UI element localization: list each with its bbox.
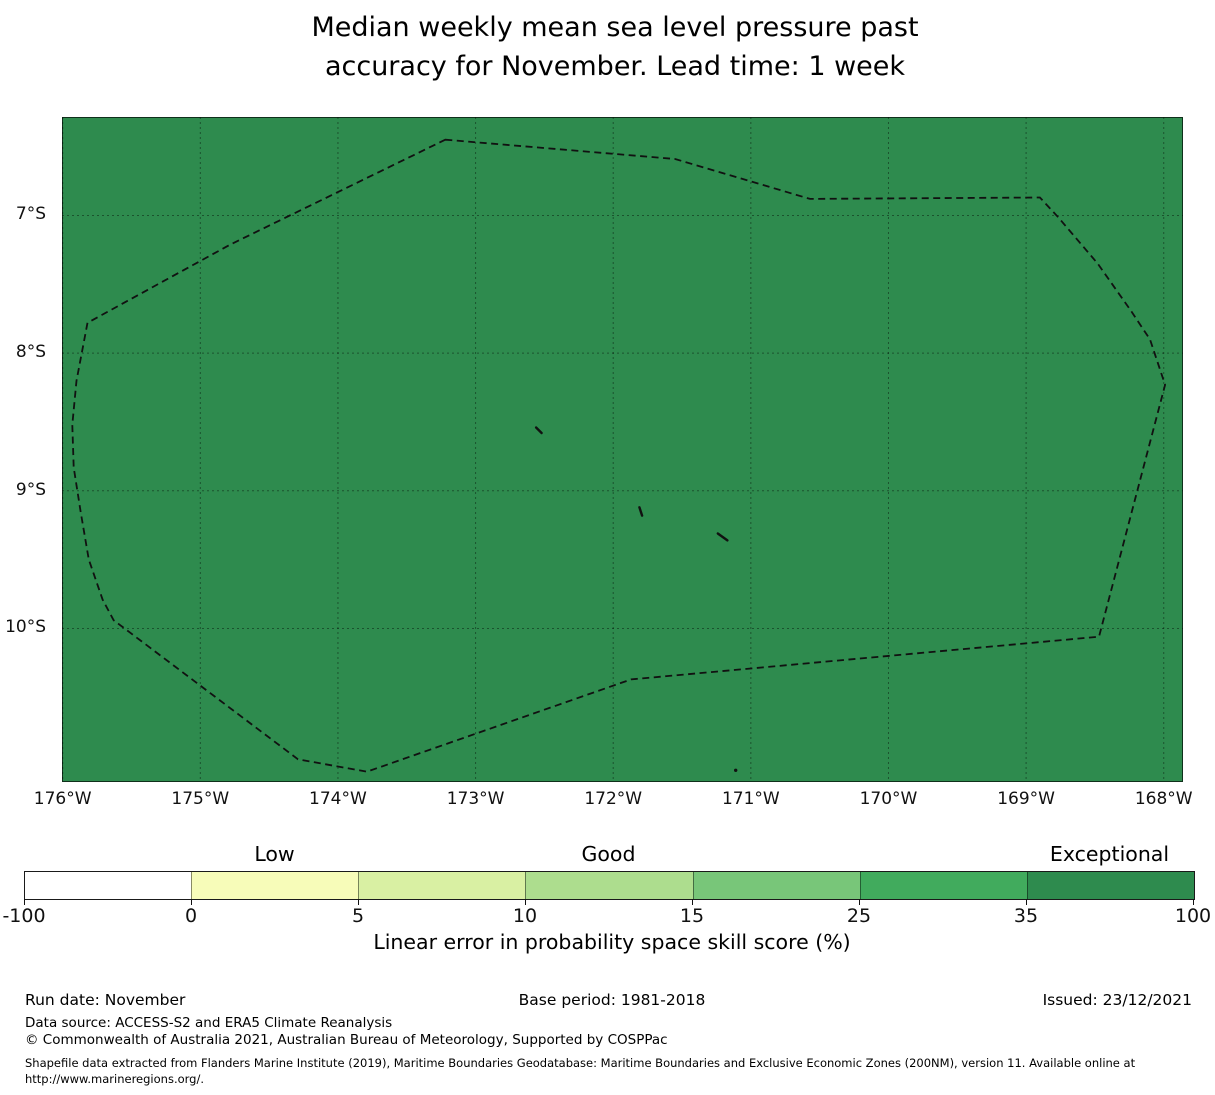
colorbar-tick-label: 25 <box>846 905 872 927</box>
colorbar-tick-label: 10 <box>512 905 538 927</box>
x-tick-label: 173°W <box>446 789 505 809</box>
colorbar-segment-0-5 <box>191 872 359 899</box>
colorbar-tick-label: 100 <box>1174 905 1212 927</box>
island-swains <box>734 768 738 772</box>
colorbar-tick <box>1026 899 1027 905</box>
colorbar-tick <box>191 899 192 905</box>
colorbar-segment--100-0 <box>25 872 192 899</box>
island-fakaofo <box>716 532 729 542</box>
x-tick-label: 171°W <box>721 789 780 809</box>
colorbar-tick <box>859 899 860 905</box>
colorbar-tick <box>525 899 526 905</box>
colorbar-segment-5-10 <box>358 872 526 899</box>
y-tick-label: 10°S <box>5 617 46 638</box>
colorbar-segment-35-100 <box>1026 872 1194 899</box>
colorbar-category-label-good: Good <box>581 842 636 866</box>
map-background <box>62 117 1183 782</box>
colorbar-axis-label: Linear error in probability space skill … <box>373 930 851 954</box>
island-atafu <box>534 426 543 435</box>
shapefile-attribution-line1: Shapefile data extracted from Flanders M… <box>25 1056 1136 1070</box>
y-tick-label: 8°S <box>15 342 46 363</box>
colorbar-tick <box>1193 899 1194 905</box>
copyright-text: © Commonwealth of Australia 2021, Austra… <box>25 1032 668 1048</box>
chart-title-line2: accuracy for November. Lead time: 1 week <box>324 51 906 82</box>
colorbar-tick <box>358 899 359 905</box>
x-tick-label: 175°W <box>171 789 230 809</box>
map-plot <box>62 117 1183 782</box>
base-period-text: Base period: 1981-2018 <box>518 991 706 1009</box>
colorbar-segment-15-25 <box>692 872 860 899</box>
chart-title: Median weekly mean sea level pressure pa… <box>311 8 918 86</box>
issued-text: Issued: 23/12/2021 <box>1042 991 1192 1009</box>
colorbar-segment-25-35 <box>859 872 1027 899</box>
colorbar-category-label-low: Low <box>254 842 295 866</box>
colorbar-tick-label: 5 <box>351 905 365 927</box>
y-tick-label: 7°S <box>15 204 46 225</box>
x-tick-label: 176°W <box>33 789 92 809</box>
colorbar-tick <box>692 899 693 905</box>
chart-title-line1: Median weekly mean sea level pressure pa… <box>311 12 919 43</box>
x-tick-label: 168°W <box>1134 789 1193 809</box>
island-nukunonu <box>638 506 644 517</box>
colorbar-tick-label: 0 <box>184 905 198 927</box>
map-frame <box>62 117 1183 782</box>
x-tick-label: 170°W <box>859 789 918 809</box>
colorbar-tick <box>24 899 25 905</box>
colorbar-tick-label: -100 <box>2 905 46 927</box>
colorbar-tick-label: 35 <box>1013 905 1039 927</box>
run-date-text: Run date: November <box>25 991 186 1009</box>
colorbar-category-label-exceptional: Exceptional <box>1049 842 1170 866</box>
data-source-text: Data source: ACCESS-S2 and ERA5 Climate … <box>25 1015 393 1031</box>
colorbar <box>24 871 1195 900</box>
x-tick-label: 169°W <box>997 789 1055 809</box>
shapefile-attribution-line2: http://www.marineregions.org/. <box>25 1072 204 1086</box>
colorbar-segment-10-15 <box>525 872 693 899</box>
x-tick-label: 174°W <box>309 789 367 809</box>
colorbar-tick-label: 15 <box>679 905 705 927</box>
y-tick-label: 9°S <box>15 479 46 500</box>
x-tick-label: 172°W <box>584 789 643 809</box>
